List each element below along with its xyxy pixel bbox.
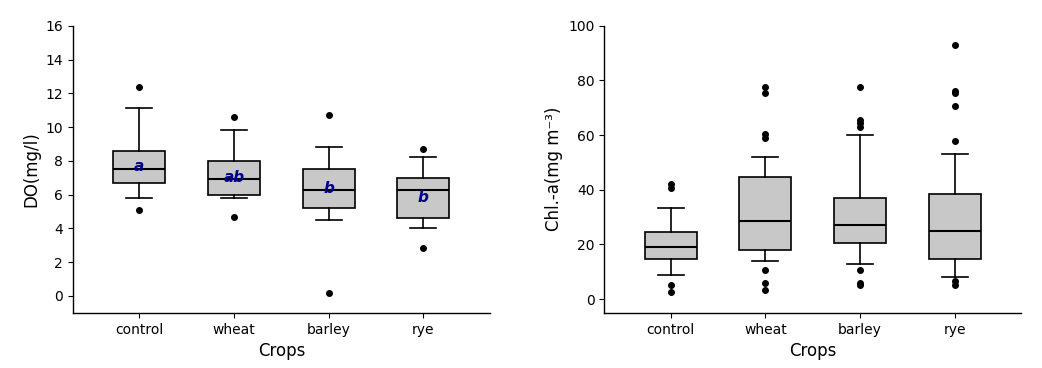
X-axis label: Crops: Crops	[789, 342, 837, 360]
Text: ab: ab	[223, 170, 245, 185]
PathPatch shape	[928, 194, 981, 259]
PathPatch shape	[740, 177, 792, 250]
PathPatch shape	[114, 151, 166, 183]
Y-axis label: DO(mg/l): DO(mg/l)	[22, 131, 40, 207]
Text: b: b	[418, 191, 429, 205]
PathPatch shape	[645, 232, 697, 259]
Text: b: b	[323, 181, 334, 196]
Y-axis label: Chl.-a(mg m⁻³): Chl.-a(mg m⁻³)	[545, 107, 563, 231]
PathPatch shape	[834, 198, 886, 243]
Text: a: a	[134, 159, 145, 174]
X-axis label: Crops: Crops	[257, 342, 305, 360]
PathPatch shape	[397, 178, 449, 218]
PathPatch shape	[208, 161, 260, 195]
PathPatch shape	[302, 169, 354, 208]
